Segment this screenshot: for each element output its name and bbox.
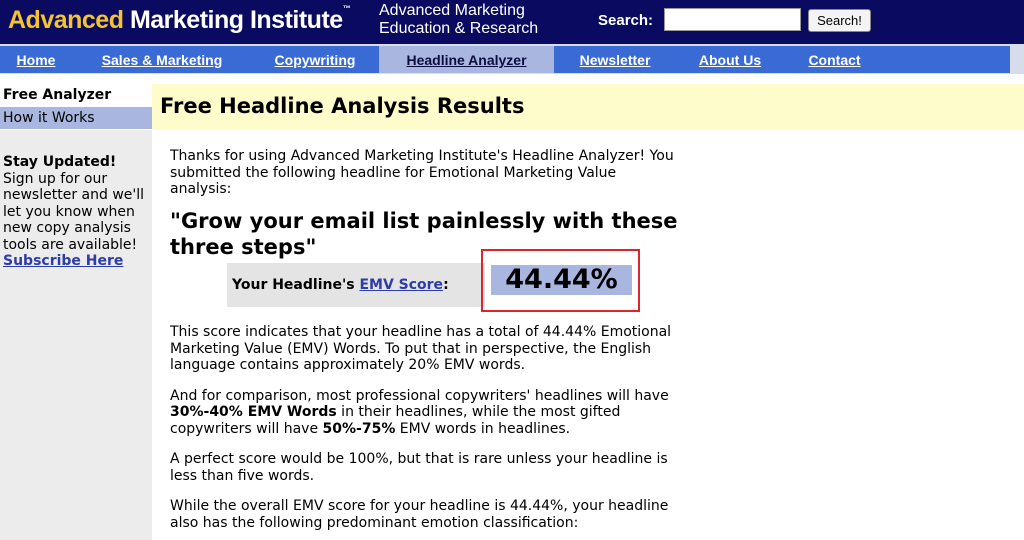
nav-strip: Home Sales & Marketing Copywriting Headl… (0, 44, 1024, 74)
comparison-part-3: EMV words in headlines. (395, 420, 571, 437)
stay-updated-text: Sign up for our newsletter and we'll let… (3, 170, 145, 253)
site-tagline: Advanced Marketing Education & Research (379, 2, 538, 38)
score-label-suffix: : (443, 277, 449, 293)
sidebar-heading: Free Analyzer (0, 84, 152, 106)
logo-trademark: ™ (342, 4, 351, 13)
search-input[interactable] (664, 8, 801, 31)
site-logo[interactable]: Advanced Marketing Institute™ (8, 4, 351, 35)
nav-sales-marketing[interactable]: Sales & Marketing (101, 52, 223, 68)
search-button[interactable]: Search! (808, 9, 871, 32)
nav-contact[interactable]: Contact (808, 52, 861, 68)
score-row: Your Headline's EMV Score: 44.44% (227, 249, 640, 312)
score-highlight-box: 44.44% (481, 249, 640, 312)
tagline-line-1: Advanced Marketing (379, 2, 525, 19)
sidebar-item-how-it-works[interactable]: How it Works (0, 107, 152, 129)
stay-updated-title: Stay Updated! (3, 154, 117, 170)
explanation-content: This score indicates that your headline … (170, 324, 680, 540)
page-title: Free Headline Analysis Results (152, 84, 1024, 130)
perfect-score-text: A perfect score would be 100%, but that … (170, 451, 668, 484)
logo-part-accent: Advanced (8, 6, 124, 34)
score-label-prefix: Your Headline's (232, 277, 360, 293)
stay-updated-box: Stay Updated! Sign up for our newsletter… (3, 154, 151, 270)
comparison-part-2: in their headlines, while the most gifte… (170, 404, 621, 437)
intro-text: Thanks for using Advanced Marketing Inst… (170, 148, 674, 197)
comparison-part-1: And for comparison, most professional co… (170, 387, 669, 404)
tagline-line-2: Education & Research (379, 20, 539, 37)
main-nav: Home Sales & Marketing Copywriting Headl… (0, 46, 1010, 73)
logo-part-main: Marketing Institute (129, 6, 343, 34)
emotion-classification-intro: While the overall EMV score for your hea… (170, 498, 669, 531)
nav-newsletter[interactable]: Newsletter (579, 52, 651, 68)
nav-about-us[interactable]: About Us (698, 52, 762, 68)
emv-score-link[interactable]: EMV Score (359, 277, 444, 293)
results-content: Thanks for using Advanced Marketing Inst… (170, 148, 680, 274)
nav-headline-analyzer[interactable]: Headline Analyzer (379, 46, 554, 73)
site-header: Advanced Marketing Institute™ Advanced M… (0, 0, 1024, 44)
sidebar-panel (0, 130, 152, 540)
comparison-range-gifted: 50%-75% (322, 420, 396, 437)
submitted-headline: "Grow your email list painlessly with th… (170, 208, 678, 259)
score-explanation: This score indicates that your headline … (170, 324, 672, 373)
nav-home[interactable]: Home (16, 52, 56, 68)
comparison-range-pro: 30%-40% EMV Words (170, 404, 337, 420)
score-label: Your Headline's EMV Score: (227, 263, 485, 307)
nav-copywriting[interactable]: Copywriting (274, 52, 356, 68)
comparison-text: And for comparison, most professional co… (170, 388, 680, 438)
emv-score-value: 44.44% (491, 265, 632, 295)
search-label: Search: (598, 12, 654, 29)
subscribe-link[interactable]: Subscribe Here (3, 253, 124, 269)
